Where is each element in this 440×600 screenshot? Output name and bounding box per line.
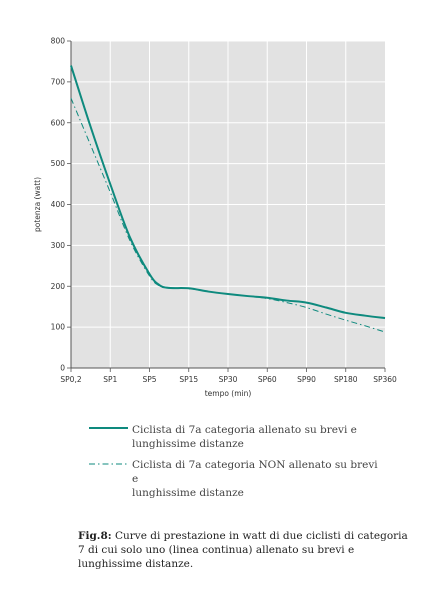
- x-tick-label: SP0,2: [60, 375, 81, 384]
- y-tick-label: 400: [51, 200, 66, 209]
- x-tick-label: SP180: [334, 375, 358, 384]
- axes: 0 100 200 300 400 500 600 700 800 SP0,2 SP1 SP5 SP15…: [51, 37, 397, 385]
- x-tick-label: SP1: [103, 375, 117, 384]
- series-line-untrained: [70, 98, 386, 333]
- legend-label-untrained: Ciclista di 7a categoria NON allenato su…: [132, 458, 382, 500]
- x-tick-label: SP30: [219, 375, 238, 384]
- performance-chart: 0 100 200 300 400 500 600 700 800 SP0,2 SP1 SP5 SP15…: [33, 37, 397, 399]
- y-tick-label: 800: [51, 37, 66, 46]
- y-tick-label: 0: [60, 364, 65, 373]
- x-tick-label: SP60: [258, 375, 277, 384]
- legend-label-line: lunghissime distanze: [132, 438, 244, 450]
- legend-dashdot-line-swatch: [89, 463, 128, 465]
- caption-label: Fig.8:: [78, 530, 112, 542]
- x-tick-label: SP5: [142, 375, 156, 384]
- grid-lines: [71, 40, 385, 368]
- y-axis-label: potenza (watt): [33, 177, 42, 232]
- legend-label-line: Ciclista di 7a categoria allenato su bre…: [132, 424, 357, 436]
- x-tick-label: SP360: [373, 375, 397, 384]
- figure-caption: Fig.8: Curve di prestazione in watt di d…: [78, 529, 408, 571]
- caption-text: Curve di prestazione in watt di due cicl…: [78, 530, 408, 570]
- x-tick-label: SP15: [179, 375, 198, 384]
- y-tick-label: 300: [51, 241, 66, 250]
- x-axis-label: tempo (min): [205, 389, 252, 398]
- y-tick-label: 600: [51, 118, 66, 127]
- y-tick-label: 200: [51, 282, 66, 291]
- legend-label-trained: Ciclista di 7a categoria allenato su bre…: [132, 423, 382, 451]
- y-tick-label: 700: [51, 77, 66, 86]
- legend-label-line: lunghissime distanze: [132, 487, 244, 499]
- x-tick-label: SP90: [297, 375, 316, 384]
- y-tick-label: 500: [51, 159, 66, 168]
- legend-solid-line-swatch: [89, 427, 128, 429]
- legend-label-line: Ciclista di 7a categoria NON allenato su…: [132, 459, 378, 485]
- series-lines: [70, 65, 386, 333]
- y-tick-label: 100: [51, 323, 66, 332]
